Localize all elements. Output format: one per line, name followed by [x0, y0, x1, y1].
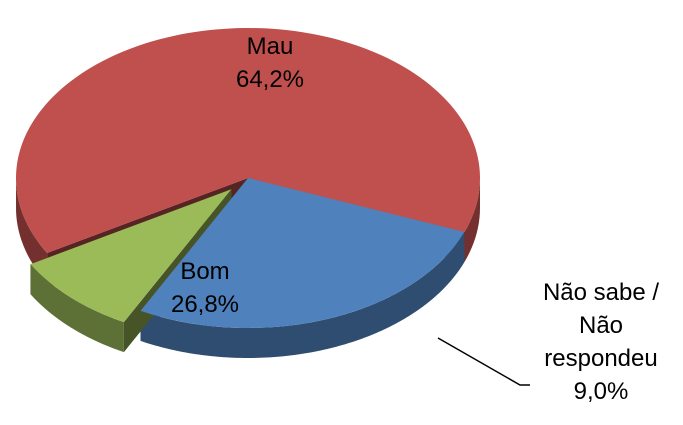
category-label: Mau	[246, 33, 294, 60]
slice-top	[30, 189, 232, 323]
data-label: Não sabe / Não respondeu 9,0%	[522, 276, 680, 408]
slice-wall	[30, 264, 124, 353]
value-label: 26,8%	[170, 291, 240, 318]
slice-top	[15, 28, 480, 253]
value-label: 64,2%	[235, 66, 305, 93]
slice	[15, 28, 480, 253]
slice-wall	[464, 177, 480, 263]
slice-top	[140, 178, 465, 329]
data-label: Mau 64,2%	[180, 30, 360, 96]
value-label: 9,0%	[573, 378, 629, 405]
slice-wall	[140, 232, 465, 358]
slice-wall	[16, 175, 48, 283]
category-label: Não sabe / Não respondeu	[542, 279, 660, 372]
slice	[140, 178, 465, 329]
category-label: Bom	[180, 258, 230, 285]
slice	[30, 189, 232, 323]
data-label: Bom 26,8%	[130, 255, 280, 321]
leader-line	[437, 337, 530, 386]
